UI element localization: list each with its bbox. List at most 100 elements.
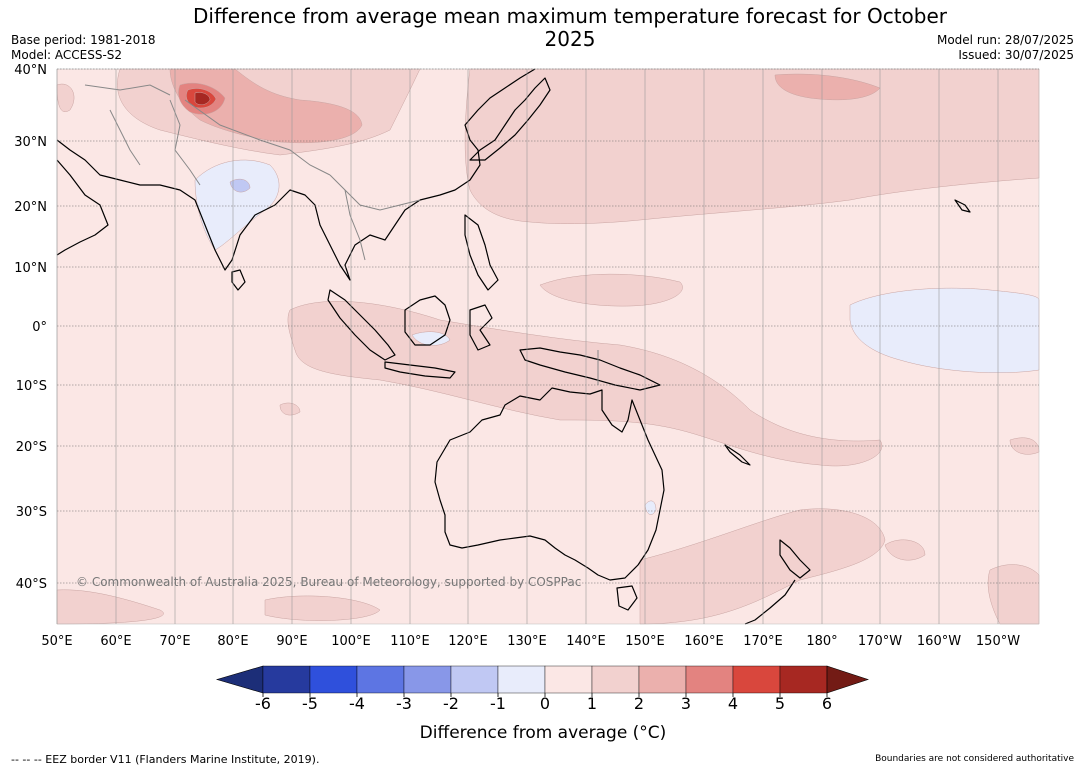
- meta-left: Base period: 1981-2018 Model: ACCESS-S2: [11, 33, 156, 63]
- lon-label: 150°E: [625, 634, 665, 649]
- anomaly-patch-se-pacific: [987, 564, 1040, 625]
- coastline-australia: [434, 387, 665, 581]
- anomaly-patch-tibet: [169, 68, 363, 144]
- colorbar-swatch: [638, 665, 687, 694]
- colorbar-extend-low: [215, 665, 264, 694]
- coastline-asia-mainland: [56, 68, 536, 281]
- lon-label: 80°E: [217, 634, 248, 649]
- coastline-new-zealand-north: [779, 539, 811, 579]
- colorbar-tick-label: 5: [775, 694, 785, 713]
- colorbar-swatch: [356, 665, 405, 694]
- colorbar-swatch: [262, 665, 311, 694]
- colorbar-tick-label: 0: [540, 694, 550, 713]
- colorbar-swatch: [544, 665, 593, 694]
- lon-label: 90°E: [276, 634, 307, 649]
- colorbar-swatch: [309, 665, 358, 694]
- meta-right: Model run: 28/07/2025 Issued: 30/07/2025: [937, 33, 1074, 63]
- colorbar-tick-label: 2: [634, 694, 644, 713]
- anomaly-patch-india-cool-core: [229, 178, 251, 193]
- lat-label: 10°S: [16, 379, 47, 394]
- anomaly-patch-small-2: [884, 539, 926, 561]
- coastline-tasmania: [616, 585, 638, 611]
- coastline-java: [384, 361, 456, 379]
- coastline-japan: [469, 77, 551, 161]
- lon-label: 170°W: [858, 634, 902, 649]
- lon-label: 170°E: [743, 634, 783, 649]
- map-title: Difference from average mean maximum tem…: [192, 4, 947, 51]
- lon-label: 70°E: [159, 634, 190, 649]
- coastline-sulawesi: [469, 304, 493, 351]
- anomaly-patch-tasman: [639, 508, 886, 625]
- coastline-sumatra: [327, 289, 396, 361]
- colorbar-tick-label: 6: [822, 694, 832, 713]
- colorbar-swatch: [450, 665, 499, 694]
- colorbar: -6 -5 -4 -3 -2 -1 0 1 2 3 4 5 6: [215, 665, 869, 713]
- lon-label: 60°E: [100, 634, 131, 649]
- eez-legend-note: -- -- -- EEZ border V11 (Flanders Marine…: [11, 753, 320, 766]
- anomaly-patch-small-1: [279, 402, 301, 416]
- border-central-asia: [84, 84, 171, 96]
- lon-label: 130°E: [507, 634, 547, 649]
- lon-label: 120°E: [448, 634, 488, 649]
- coastline-new-zealand-south: [744, 579, 796, 625]
- issued-date: Issued: 30/07/2025: [958, 48, 1074, 62]
- border-china-south: [329, 174, 421, 211]
- colorbar-tick-label: -3: [396, 694, 412, 713]
- lat-label: 20°N: [14, 200, 47, 215]
- colorbar-tick-label: -1: [490, 694, 506, 713]
- colorbar-swatch: [779, 665, 828, 694]
- lat-label: 20°S: [16, 440, 47, 455]
- anomaly-patch-n-pacific-strong: [774, 73, 881, 101]
- colorbar-swatch: [403, 665, 452, 694]
- coastline-philippines: [464, 214, 499, 291]
- coastline-hawaii: [954, 199, 971, 213]
- map-panel: [56, 68, 1040, 625]
- colorbar-swatch: [732, 665, 781, 694]
- model-name: Model: ACCESS-S2: [11, 48, 123, 62]
- lon-axis-labels: 50°E 60°E 70°E 80°E 90°E 100°E 110°E 120°E 130°E…: [41, 634, 1020, 649]
- colorbar-tick-label: -2: [443, 694, 459, 713]
- border-himalaya: [184, 99, 331, 176]
- lon-label: 160°E: [684, 634, 724, 649]
- anomaly-patch-equatorial-pacific: [539, 273, 683, 307]
- coastline-sri-lanka: [231, 269, 246, 291]
- colorbar-tick-label: 4: [728, 694, 738, 713]
- anomaly-patch-w-indian: [56, 83, 75, 112]
- coastline-new-caledonia: [724, 444, 751, 466]
- anomaly-patch-borneo-cool: [411, 331, 451, 346]
- colorbar-tick-label: -5: [302, 694, 318, 713]
- colorbar-swatch: [685, 665, 734, 694]
- lat-label: 40°S: [16, 577, 47, 592]
- lat-label: 0°: [32, 320, 47, 335]
- lat-label: 10°N: [14, 261, 47, 276]
- colorbar-swatch: [497, 665, 546, 694]
- anomaly-patch-hotspot-5: [194, 92, 211, 105]
- anomaly-patch-queensland-cool: [644, 500, 657, 515]
- lat-label: 30°N: [14, 135, 47, 150]
- colorbar-title: Difference from average (°C): [420, 723, 667, 743]
- lon-label: 50°E: [41, 634, 72, 649]
- anomaly-patch-n-pacific: [464, 68, 1040, 224]
- model-run: Model run: 28/07/2025: [936, 33, 1074, 47]
- lat-label: 40°N: [14, 63, 47, 78]
- graticule: [56, 68, 1039, 624]
- lon-label: 150°W: [976, 634, 1020, 649]
- anomaly-patch-sw-indian: [56, 589, 164, 625]
- coastlines: [56, 68, 971, 625]
- lat-axis-labels: 40°N 30°N 20°N 10°N 0° 10°S 20°S 30°S 40°S: [14, 63, 47, 592]
- border-indochina: [344, 189, 366, 261]
- lon-label: 100°E: [331, 634, 371, 649]
- lon-label: 180°: [806, 634, 837, 649]
- anomaly-shading: [56, 68, 1040, 625]
- boundary-disclaimer: Boundaries are not considered authoritat…: [875, 754, 1074, 764]
- country-borders: [84, 84, 599, 385]
- colorbar-tick-label: 3: [681, 694, 691, 713]
- lon-label: 160°W: [917, 634, 961, 649]
- copyright-notice: © Commonwealth of Australia 2025, Bureau…: [76, 575, 581, 589]
- colorbar-swatch: [591, 665, 640, 694]
- base-period: Base period: 1981-2018: [11, 33, 156, 47]
- colorbar-tick-label: 1: [587, 694, 597, 713]
- lon-label: 140°E: [566, 634, 606, 649]
- colorbar-tick-label: -6: [255, 694, 271, 713]
